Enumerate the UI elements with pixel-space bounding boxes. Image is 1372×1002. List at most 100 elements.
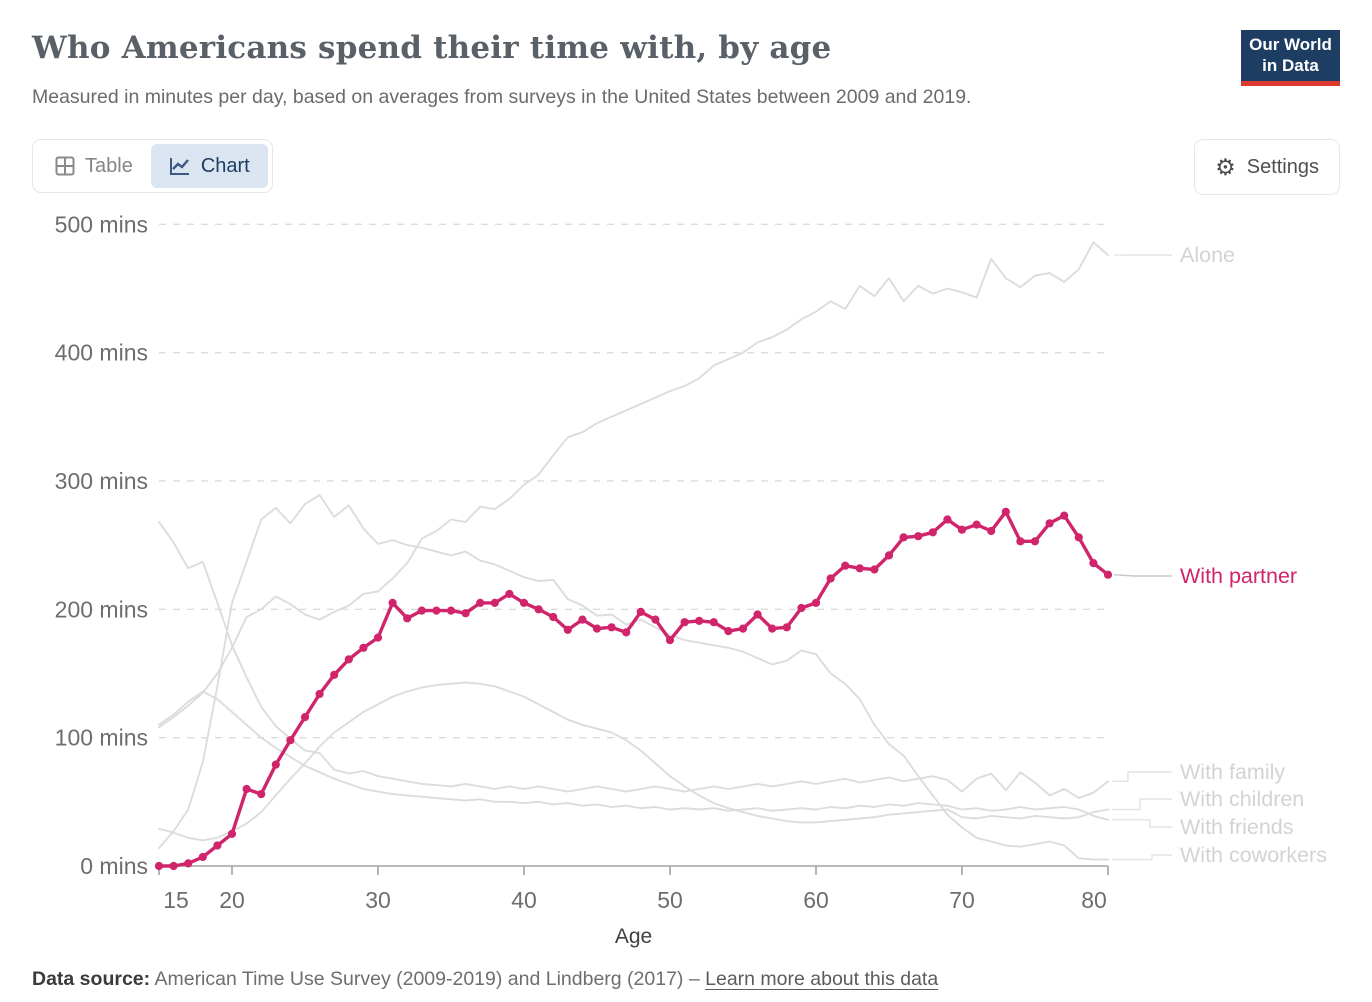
series-line-alone[interactable] (158, 241, 1109, 729)
tab-chart[interactable]: Chart (150, 144, 268, 188)
series-point (505, 589, 514, 599)
page-title: Who Americans spend their time with, by … (32, 30, 832, 66)
gear-icon: ⚙ (1215, 153, 1236, 180)
series-point (753, 610, 762, 619)
series-point (884, 551, 894, 560)
table-icon (55, 156, 75, 176)
series-point (695, 616, 704, 626)
datasource-text: American Time Use Survey (2009-2019) and… (154, 968, 684, 990)
series-point (417, 606, 426, 615)
legend-connector (1112, 854, 1172, 861)
series-line-with-partner[interactable] (157, 510, 1110, 868)
series-point (797, 603, 806, 613)
x-tick-label: 60 (803, 887, 829, 913)
tab-table-label: Table (85, 154, 133, 177)
legend-label-with-family[interactable]: With family (1180, 760, 1285, 784)
series-point (636, 607, 645, 617)
series-point (344, 655, 353, 664)
series-point (957, 525, 967, 534)
legend-label-alone[interactable]: Alone (1180, 243, 1235, 267)
x-tick-label: 20 (219, 887, 245, 913)
x-tick-label: 80 (1081, 887, 1107, 913)
y-tick-label: 200 mins (55, 596, 148, 622)
series-line-with-friends[interactable] (158, 690, 1109, 821)
y-tick-label: 300 mins (55, 468, 148, 494)
settings-button-label: Settings (1246, 155, 1319, 178)
chart-footer: Data source: American Time Use Survey (2… (32, 968, 938, 991)
series-point (490, 598, 499, 608)
series-point (651, 615, 660, 624)
series-point (1030, 537, 1040, 546)
series-point (476, 598, 485, 608)
series-point (680, 618, 689, 627)
x-tick-label: 40 (511, 887, 537, 913)
series-point (242, 784, 251, 794)
series-point (1089, 559, 1098, 568)
owid-logo[interactable]: Our World in Data (1241, 30, 1340, 86)
page-subtitle: Measured in minutes per day, based on av… (32, 86, 972, 108)
series-point (534, 605, 543, 614)
legend-label-with-partner[interactable]: With partner (1180, 564, 1297, 588)
series-point (1103, 570, 1113, 579)
series-point (709, 618, 718, 627)
series-point (519, 598, 529, 608)
series-point (227, 829, 237, 839)
y-tick-label: 100 mins (55, 725, 148, 751)
series-point (1016, 537, 1025, 546)
y-tick-label: 400 mins (55, 340, 148, 366)
tab-chart-label: Chart (200, 154, 250, 177)
tab-table[interactable]: Table (37, 144, 151, 188)
series-point (388, 598, 397, 608)
series-point (1001, 507, 1010, 516)
legend-connector (1112, 771, 1172, 782)
footer-separator: – (688, 968, 700, 990)
series-point (738, 624, 748, 633)
legend-label-with-children[interactable]: With children (1180, 787, 1304, 811)
x-tick-label: 50 (657, 887, 683, 913)
y-tick-label: 500 mins (55, 211, 148, 237)
series-line-with-family[interactable] (158, 521, 1109, 799)
series-point (826, 574, 835, 583)
x-tick-label: 70 (949, 887, 975, 913)
series-point (403, 614, 412, 623)
legend-label-with-friends[interactable]: With friends (1180, 815, 1294, 839)
series-point (899, 533, 908, 542)
series-point (607, 623, 616, 632)
x-axis-title: Age (615, 925, 652, 948)
datasource-label: Data source: (32, 968, 151, 990)
series-point (359, 643, 368, 652)
x-tick-label: 15 (163, 887, 189, 913)
series-line-with-children[interactable] (158, 681, 1109, 842)
legend-label-with-coworkers[interactable]: With coworkers (1180, 843, 1327, 867)
settings-button[interactable]: ⚙ Settings (1194, 139, 1340, 195)
series-point (446, 606, 456, 615)
series-point (928, 528, 937, 537)
series-point (1060, 511, 1069, 520)
legend-connector (1112, 798, 1172, 811)
x-tick-label: 30 (365, 887, 391, 913)
series-point (592, 624, 602, 633)
series-point (271, 760, 280, 769)
series-point (549, 612, 558, 622)
series-point (432, 606, 441, 615)
series-point (870, 565, 879, 574)
series-point (213, 841, 222, 850)
series-point (257, 790, 266, 799)
series-point (914, 532, 923, 541)
series-point (1074, 533, 1083, 542)
series-point (198, 852, 207, 862)
series-line-with-coworkers[interactable] (158, 494, 1109, 861)
series-point (286, 736, 295, 745)
owid-logo-line2: in Data (1262, 55, 1319, 75)
series-point (373, 633, 383, 642)
learn-more-link[interactable]: Learn more about this data (705, 968, 939, 990)
series-point (665, 636, 675, 645)
series-point (841, 561, 850, 570)
series-point (811, 598, 821, 608)
series-point (300, 713, 310, 722)
series-point (154, 861, 164, 871)
series-point (782, 623, 791, 632)
series-point (768, 624, 777, 633)
series-point (461, 609, 470, 618)
